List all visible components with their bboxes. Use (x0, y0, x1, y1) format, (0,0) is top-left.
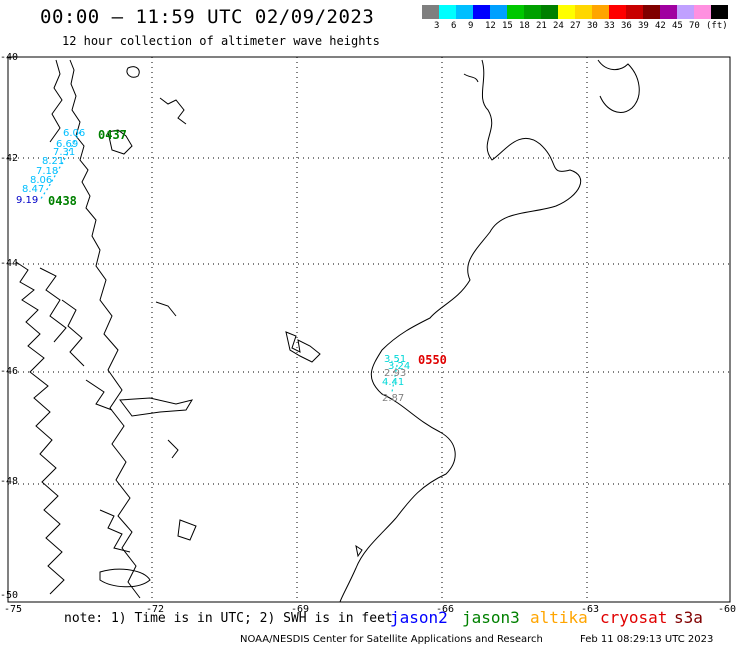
wave-height-value: 8.47 (22, 184, 45, 195)
scale-label: 12 (485, 21, 496, 31)
scale-swatch (541, 5, 558, 19)
legend-cryosat: cryosat (600, 608, 668, 627)
scale-label: 24 (553, 21, 564, 31)
wave-height-value: 6.69 (56, 139, 79, 150)
scale-label: 70 (689, 21, 700, 31)
map-canvas (7, 56, 731, 603)
scale-swatch (694, 5, 711, 19)
coastline (15, 59, 640, 603)
legend-s3a: s3a (674, 608, 703, 627)
lon-label: -72 (146, 604, 165, 615)
scale-swatch (558, 5, 575, 19)
wave-height-value: 9.19 (16, 195, 39, 206)
scale-swatch (439, 5, 456, 19)
scale-label: 6 (451, 21, 457, 31)
legend-jason3: jason3 (462, 608, 520, 627)
lat-label: -40 (0, 52, 19, 63)
scale-label: 42 (655, 21, 666, 31)
scale-label: 15 (502, 21, 513, 31)
wave-height-value: 7.31 (53, 147, 76, 158)
scale-swatch (456, 5, 473, 19)
pass-time-label: 0550 (418, 353, 447, 367)
legend-jason2: jason2 (390, 608, 448, 627)
scale-swatch (490, 5, 507, 19)
scale-swatch (711, 5, 728, 19)
wave-height-value: 3.24 (388, 361, 411, 372)
color-scale (422, 5, 728, 19)
color-scale-labels: 3 6 9 12 15 18 21 24 27 30 33 36 39 42 45 70 (ft) (422, 21, 740, 33)
generated-timestamp: Feb 11 08:29:13 UTC 2023 (580, 634, 714, 645)
wave-height-value: 8.06 (30, 175, 53, 186)
satellite-tracks (39, 131, 399, 393)
lat-label: -44 (0, 258, 19, 269)
scale-swatch (575, 5, 592, 19)
lon-label: -75 (4, 604, 23, 615)
credit-line: NOAA/NESDIS Center for Satellite Applica… (240, 634, 543, 645)
scale-label: 27 (570, 21, 581, 31)
scale-label: 39 (638, 21, 649, 31)
scale-label: 9 (468, 21, 474, 31)
scale-swatch (660, 5, 677, 19)
map-frame (7, 56, 731, 603)
wave-height-value: 3.51 (384, 354, 407, 365)
scale-swatch (507, 5, 524, 19)
scale-swatch (524, 5, 541, 19)
lat-label: -48 (0, 476, 19, 487)
scale-swatch (609, 5, 626, 19)
scale-swatch (422, 5, 439, 19)
scale-label: 36 (621, 21, 632, 31)
lon-label: -60 (718, 604, 737, 615)
lat-label: -46 (0, 366, 19, 377)
wave-height-value: 8.21 (42, 156, 65, 167)
scale-swatch (643, 5, 660, 19)
footnote: note: 1) Time is in UTC; 2) SWH is in fe… (64, 611, 393, 626)
pass-time-label: 0438 (48, 194, 77, 208)
wave-height-value: 6.06 (63, 128, 86, 139)
scale-swatch (592, 5, 609, 19)
lon-label: -63 (581, 604, 600, 615)
lat-label: -50 (0, 590, 19, 601)
wave-height-value: 4.41 (382, 377, 405, 388)
wave-height-value: 7.18 (36, 166, 59, 177)
scale-label: 30 (587, 21, 598, 31)
wave-height-value: 2.93 (384, 368, 407, 379)
lat-label: -42 (0, 153, 19, 164)
scale-label: 21 (536, 21, 547, 31)
scale-label: (ft) (706, 21, 728, 31)
wave-height-value: 2.87 (382, 393, 405, 404)
scale-swatch (626, 5, 643, 19)
lon-label: -69 (291, 604, 310, 615)
scale-label: 45 (672, 21, 683, 31)
scale-swatch (677, 5, 694, 19)
scale-swatch (473, 5, 490, 19)
scale-label: 18 (519, 21, 530, 31)
pass-time-label: 0437 (98, 128, 127, 142)
scale-label: 3 (434, 21, 440, 31)
page-subtitle: 12 hour collection of altimeter wave hei… (62, 34, 380, 48)
scale-label: 33 (604, 21, 615, 31)
lon-label: -66 (436, 604, 455, 615)
page-title: 00:00 – 11:59 UTC 02/09/2023 (40, 6, 375, 28)
legend-altika: altika (530, 608, 588, 627)
